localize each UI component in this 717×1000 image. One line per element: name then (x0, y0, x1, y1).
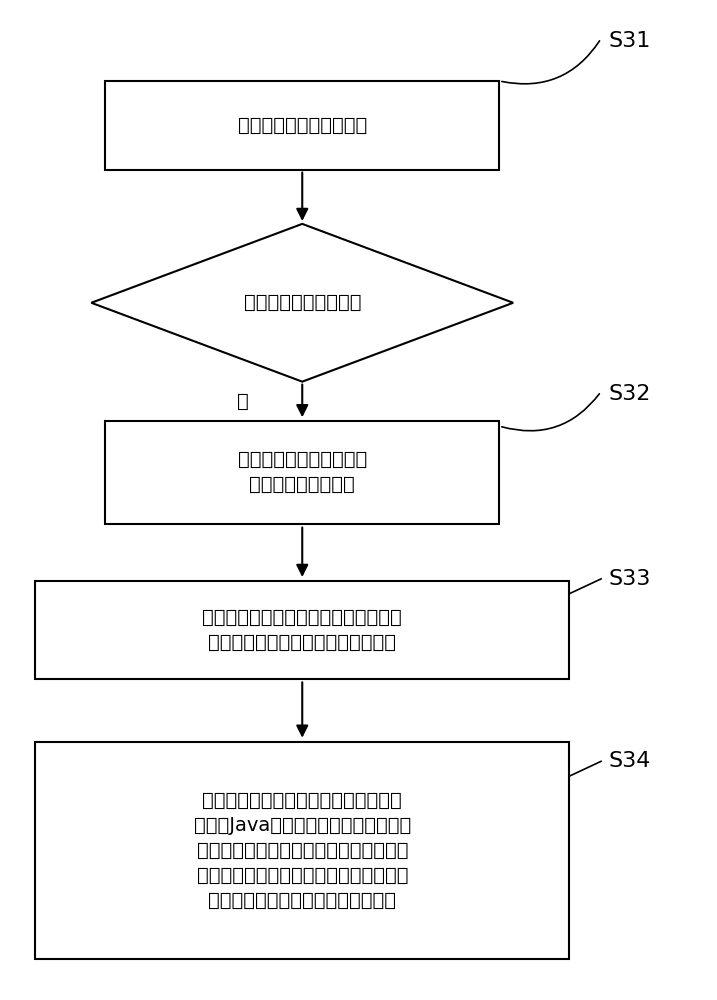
Text: 存储调用端系统所依赖的
远程接口的相关配置: 存储调用端系统所依赖的 远程接口的相关配置 (237, 450, 367, 494)
Text: S34: S34 (608, 751, 650, 771)
Text: 根据相关配置模拟远程接口，以设置对
应的模拟远程接口供调用端系统调用: 根据相关配置模拟远程接口，以设置对 应的模拟远程接口供调用端系统调用 (202, 608, 402, 652)
Text: S31: S31 (608, 31, 650, 51)
Bar (35, 581, 569, 679)
Polygon shape (91, 224, 513, 382)
Bar (105, 421, 499, 524)
Text: 监测远程接口的可用状态: 监测远程接口的可用状态 (237, 116, 367, 135)
Text: 否: 否 (237, 392, 248, 411)
Text: S32: S32 (608, 383, 650, 403)
Text: 判断远程接口是否可用: 判断远程接口是否可用 (244, 293, 361, 312)
Bar (35, 742, 569, 959)
Text: 在远程接口不可用时修改调用端系统所
加载的Java字节码中涉及接口调用请求
的相关字节码，以控制调用端系统由调用
远程接口切换至调用模拟远程接口，由模
拟远程接: 在远程接口不可用时修改调用端系统所 加载的Java字节码中涉及接口调用请求 的相… (194, 791, 411, 910)
Bar (105, 81, 499, 170)
Text: S33: S33 (608, 569, 650, 589)
